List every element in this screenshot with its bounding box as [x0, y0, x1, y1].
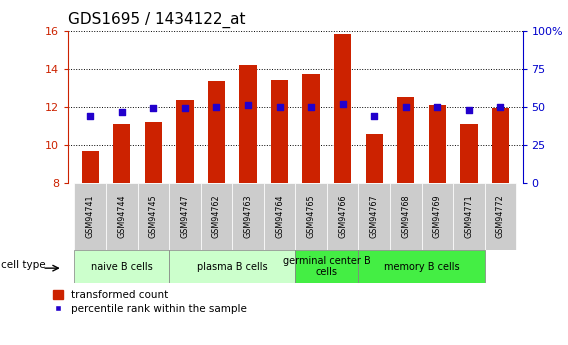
FancyBboxPatch shape [201, 183, 232, 250]
FancyBboxPatch shape [358, 183, 390, 250]
FancyBboxPatch shape [106, 183, 137, 250]
Point [401, 104, 410, 110]
Text: plasma B cells: plasma B cells [197, 262, 268, 272]
Bar [429, 105, 446, 183]
Bar [397, 98, 415, 183]
Text: GSM94745: GSM94745 [149, 195, 158, 238]
FancyBboxPatch shape [264, 183, 295, 250]
FancyBboxPatch shape [74, 183, 106, 250]
Point [212, 104, 221, 110]
Text: GSM94767: GSM94767 [370, 195, 379, 238]
Point [307, 104, 316, 110]
Point [149, 106, 158, 111]
Text: GSM94747: GSM94747 [181, 195, 189, 238]
FancyBboxPatch shape [169, 250, 295, 283]
FancyBboxPatch shape [74, 250, 169, 283]
Bar [82, 151, 99, 183]
Text: GSM94741: GSM94741 [86, 195, 95, 238]
Bar [176, 100, 194, 183]
Point [433, 104, 442, 110]
Point [275, 104, 284, 110]
Point [370, 113, 379, 119]
Text: memory B cells: memory B cells [384, 262, 460, 272]
Text: GSM94765: GSM94765 [307, 195, 316, 238]
Bar [113, 124, 131, 183]
Text: GSM94766: GSM94766 [338, 195, 347, 238]
Legend: transformed count, percentile rank within the sample: transformed count, percentile rank withi… [51, 288, 249, 316]
Bar [271, 80, 289, 183]
Bar [334, 34, 352, 183]
FancyBboxPatch shape [137, 183, 169, 250]
Bar [239, 65, 257, 183]
Point [181, 106, 190, 111]
Point [244, 103, 253, 108]
Bar [303, 74, 320, 183]
Point [496, 104, 505, 110]
Text: GSM94769: GSM94769 [433, 195, 442, 238]
FancyBboxPatch shape [295, 250, 358, 283]
Bar [145, 122, 162, 183]
Text: GDS1695 / 1434122_at: GDS1695 / 1434122_at [68, 12, 245, 28]
Point [338, 101, 347, 107]
Text: GSM94768: GSM94768 [402, 195, 410, 238]
Text: germinal center B
cells: germinal center B cells [283, 256, 371, 277]
FancyBboxPatch shape [295, 183, 327, 250]
Text: GSM94763: GSM94763 [244, 195, 253, 238]
Text: GSM94762: GSM94762 [212, 195, 221, 238]
Text: GSM94764: GSM94764 [275, 195, 284, 238]
Text: GSM94772: GSM94772 [496, 195, 505, 238]
FancyBboxPatch shape [327, 183, 358, 250]
Point [117, 109, 126, 114]
FancyBboxPatch shape [232, 183, 264, 250]
Point [86, 113, 95, 119]
Bar [460, 124, 478, 183]
Bar [492, 108, 509, 183]
Text: GSM94744: GSM94744 [118, 195, 126, 238]
Point [465, 107, 474, 113]
Bar [208, 81, 225, 183]
FancyBboxPatch shape [421, 183, 453, 250]
FancyBboxPatch shape [453, 183, 485, 250]
Text: GSM94771: GSM94771 [465, 195, 473, 238]
Text: cell type: cell type [1, 260, 46, 270]
FancyBboxPatch shape [169, 183, 201, 250]
FancyBboxPatch shape [358, 250, 485, 283]
Bar [366, 134, 383, 183]
Text: naive B cells: naive B cells [91, 262, 153, 272]
FancyBboxPatch shape [485, 183, 516, 250]
FancyBboxPatch shape [390, 183, 421, 250]
